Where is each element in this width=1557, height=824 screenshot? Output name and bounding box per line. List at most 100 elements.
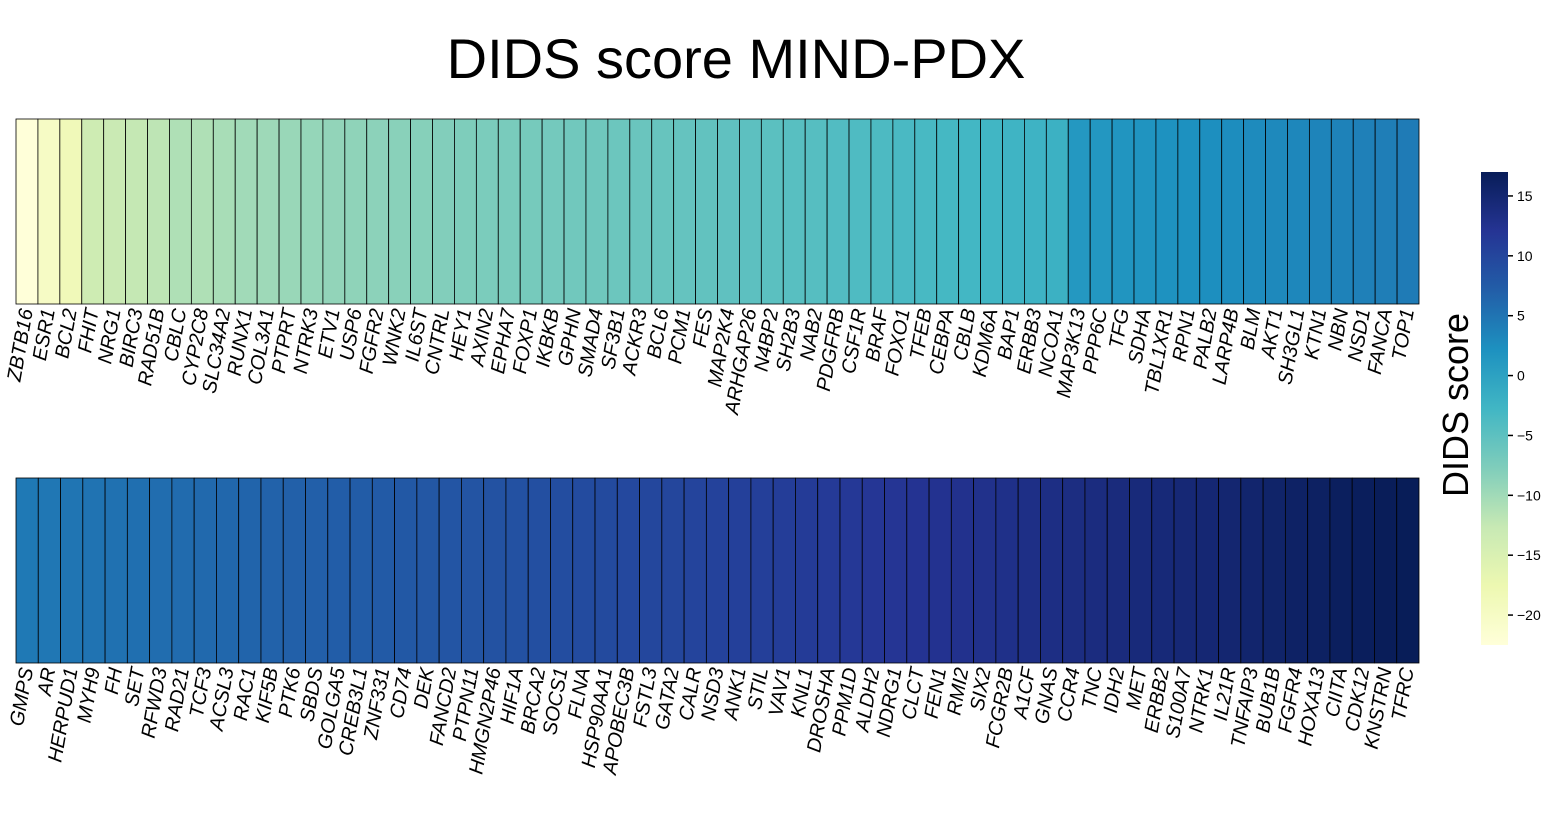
heatmap-cell: [1374, 118, 1398, 305]
heatmap-cell: [717, 118, 740, 305]
heatmap-cell: [234, 118, 258, 305]
colorbar-gradient: [1481, 172, 1508, 645]
heatmap-cell: [995, 477, 1019, 664]
heatmap-cell: [1173, 477, 1197, 664]
heatmap-cell: [1129, 477, 1153, 664]
colorbar-tick-label: −15: [1517, 547, 1541, 563]
heatmap-cell: [782, 118, 806, 305]
heatmap-cell: [190, 118, 214, 305]
heatmap-cell: [454, 118, 477, 305]
heatmap-cell: [410, 118, 433, 305]
heatmap-cell: [344, 118, 368, 305]
heatmap-cell: [563, 118, 587, 305]
heatmap-cell: [1284, 477, 1309, 664]
heatmap-cell: [260, 477, 284, 664]
heatmap-cell: [1265, 118, 1288, 305]
colorbar-label: DIDS score: [1435, 313, 1476, 497]
heatmap-cell: [1221, 118, 1245, 305]
heatmap-cell: [1067, 118, 1091, 305]
heatmap-cell: [817, 477, 841, 664]
heatmap-cell: [366, 118, 390, 305]
chart-title: DIDS score MIND-PDX: [447, 27, 1026, 90]
heatmap-cell: [750, 477, 774, 664]
heatmap-cell: [388, 118, 411, 305]
heatmap-cell: [1002, 118, 1025, 305]
heatmap-cell: [1040, 477, 1064, 664]
heatmap-cell: [1374, 477, 1398, 664]
heatmap-cell: [936, 118, 960, 305]
heatmap-cell: [572, 477, 596, 664]
heatmap-cell: [519, 118, 543, 305]
heatmap-cell: [1017, 477, 1041, 664]
heatmap-cell: [1308, 118, 1332, 305]
heatmap-cell: [950, 477, 975, 664]
heatmap-cell: [906, 477, 930, 664]
heatmap-cell: [527, 477, 551, 664]
heatmap-cell: [1287, 118, 1310, 305]
heatmap-cell: [550, 477, 574, 664]
heatmap-cell: [327, 477, 351, 664]
colorbar-tick-label: 15: [1517, 188, 1533, 204]
heatmap-cell: [629, 118, 653, 305]
heatmap-cell: [1307, 477, 1331, 664]
heatmap-cell: [125, 118, 148, 305]
heatmap-cell: [884, 477, 908, 664]
heatmap-row-top: ZBTB16ESR1BCL2FHITNRG1BIRC3RAD51BCBLCCYP…: [3, 118, 1420, 417]
heatmap-cell: [126, 477, 151, 664]
heatmap-cell: [1106, 477, 1130, 664]
heatmap-cell: [695, 118, 718, 305]
heatmap-cell: [958, 118, 981, 305]
heatmap-cell: [1195, 477, 1219, 664]
heatmap-cell: [1151, 477, 1175, 664]
heatmap-cell: [973, 477, 997, 664]
heatmap-cell: [212, 118, 236, 305]
heatmap-cell: [149, 477, 173, 664]
heatmap-cell: [541, 118, 565, 305]
heatmap-cell: [661, 477, 685, 664]
heatmap-cell: [305, 477, 329, 664]
heatmap-cell: [15, 118, 39, 305]
heatmap-cell: [1024, 118, 1047, 305]
heatmap-cell: [432, 118, 455, 305]
heatmap-cell: [371, 477, 395, 664]
colorbar-tick-label: 10: [1517, 248, 1533, 264]
heatmap-cell: [169, 118, 192, 305]
heatmap-cell: [60, 477, 84, 664]
colorbar: 15 10 5 0 −5 −10 −15 −20 DIDS score: [1435, 172, 1541, 645]
gene-label: FH: [101, 666, 127, 697]
heatmap-cell: [15, 477, 39, 664]
heatmap-cell: [1199, 118, 1223, 305]
heatmap-cell: [282, 477, 306, 664]
heatmap-row-bottom: GMPSARHERPUD1MYH9FHSETRFWD3RAD21TCF3ACSL…: [6, 477, 1420, 777]
heatmap-cell: [795, 477, 819, 664]
heatmap-cell: [238, 477, 262, 664]
heatmap-cell: [705, 477, 730, 664]
heatmap-cell: [497, 118, 521, 305]
heatmap-cell: [1133, 118, 1157, 305]
heatmap-cell: [1155, 118, 1179, 305]
heatmap-cell: [848, 118, 872, 305]
colorbar-tick-label: 0: [1517, 368, 1525, 384]
heatmap-cell: [256, 118, 280, 305]
heatmap-cell: [804, 118, 828, 305]
heatmap-cell: [37, 477, 61, 664]
heatmap-cell: [349, 477, 373, 664]
heatmap-cell: [147, 118, 170, 305]
heatmap-cell: [607, 118, 631, 305]
heatmap-cell: [394, 477, 418, 664]
colorbar-tick-label: −10: [1517, 487, 1541, 503]
heatmap-cell: [278, 118, 302, 305]
heatmap-cell: [870, 118, 894, 305]
heatmap-cell: [81, 118, 105, 305]
heatmap-cell: [980, 118, 1003, 305]
heatmap-cell: [1177, 118, 1201, 305]
heatmap-cell: [760, 118, 784, 305]
heatmap-cell: [193, 477, 217, 664]
heatmap-cell: [475, 118, 499, 305]
heatmap-cell: [585, 118, 609, 305]
heatmap-cell: [1396, 118, 1420, 305]
heatmap-cell: [826, 118, 850, 305]
heatmap-cell: [1262, 477, 1286, 664]
heatmap-cell: [861, 477, 885, 664]
